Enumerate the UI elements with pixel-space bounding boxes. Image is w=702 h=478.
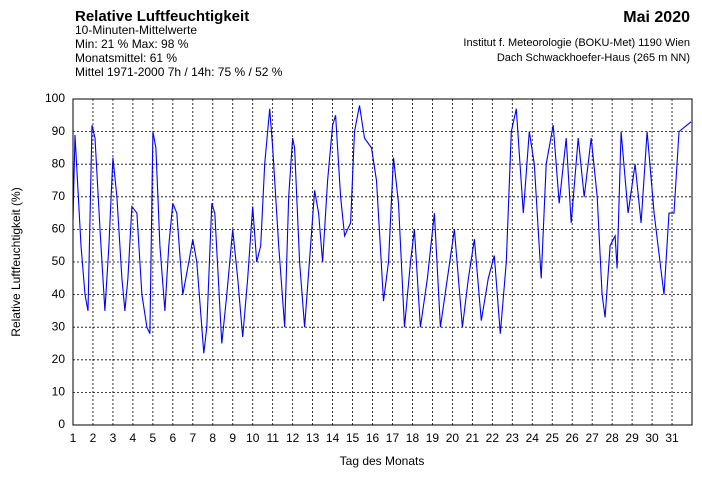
data-line — [72, 105, 692, 354]
x-tick-label: 16 — [366, 431, 380, 445]
source: Dach Schwackhoefer-Haus (265 m NN) — [497, 52, 690, 64]
x-tick-label: 30 — [645, 431, 659, 445]
y-tick-label: 0 — [58, 417, 65, 431]
y-tick-label: 90 — [52, 124, 66, 138]
x-tick-label: 17 — [386, 431, 400, 445]
x-tick-label: 19 — [426, 431, 440, 445]
x-tick-label: 22 — [486, 431, 500, 445]
x-tick-label: 12 — [286, 431, 300, 445]
x-tick-label: 13 — [306, 431, 320, 445]
x-tick-label: 27 — [585, 431, 599, 445]
x-tick-label: 9 — [229, 431, 236, 445]
x-tick-label: 24 — [526, 431, 540, 445]
x-tick-label: 5 — [150, 431, 157, 445]
plot-frame — [72, 98, 693, 426]
x-tick-label: 4 — [130, 431, 137, 445]
x-tick-label: 18 — [406, 431, 420, 445]
y-tick-label: 50 — [52, 254, 66, 268]
y-tick-label: 20 — [52, 352, 66, 366]
y-tick-label: 60 — [52, 222, 66, 236]
source: Institut f. Meteorologie (BOKU-Met) 1190… — [463, 37, 690, 49]
y-tick-label: 80 — [52, 156, 66, 170]
x-tick-label: 25 — [546, 431, 560, 445]
x-tick-label: 15 — [346, 431, 360, 445]
x-tick-label: 11 — [266, 431, 279, 445]
x-axis-label: Tag des Monats — [340, 454, 425, 468]
chart-title: Relative Luftfeuchtigkeit — [75, 8, 249, 25]
y-tick-label: 10 — [52, 385, 66, 399]
y-axis-label: Relative Luftfeuchtigkeit (%) — [9, 187, 23, 336]
x-tick-label: 6 — [169, 431, 176, 445]
x-tick-label: 31 — [665, 431, 679, 445]
x-tick-label: 14 — [326, 431, 340, 445]
x-tick-label: 20 — [446, 431, 460, 445]
x-tick-label: 23 — [506, 431, 520, 445]
x-tick-label: 10 — [246, 431, 260, 445]
x-tick-label: 21 — [466, 431, 480, 445]
x-tick-label: 7 — [189, 431, 196, 445]
subtitle: Mittel 1971-2000 7h / 14h: 75 % / 52 % — [75, 65, 283, 79]
x-tick-label: 3 — [110, 431, 117, 445]
x-tick-label: 29 — [625, 431, 639, 445]
x-tick-label: 1 — [70, 431, 77, 445]
y-tick-label: 70 — [52, 189, 66, 203]
y-tick-label: 30 — [52, 319, 66, 333]
subtitle: Monatsmittel: 61 % — [75, 51, 177, 65]
x-tick-label: 28 — [605, 431, 619, 445]
x-tick-label: 2 — [90, 431, 97, 445]
subtitle: Min: 21 % Max: 98 % — [75, 37, 189, 51]
period: Mai 2020 — [623, 9, 690, 26]
subtitle: 10-Minuten-Mittelwerte — [75, 23, 197, 37]
x-tick-label: 8 — [209, 431, 216, 445]
x-tick-label: 26 — [566, 431, 580, 445]
y-tick-label: 100 — [45, 91, 65, 105]
y-tick-label: 40 — [52, 287, 66, 301]
